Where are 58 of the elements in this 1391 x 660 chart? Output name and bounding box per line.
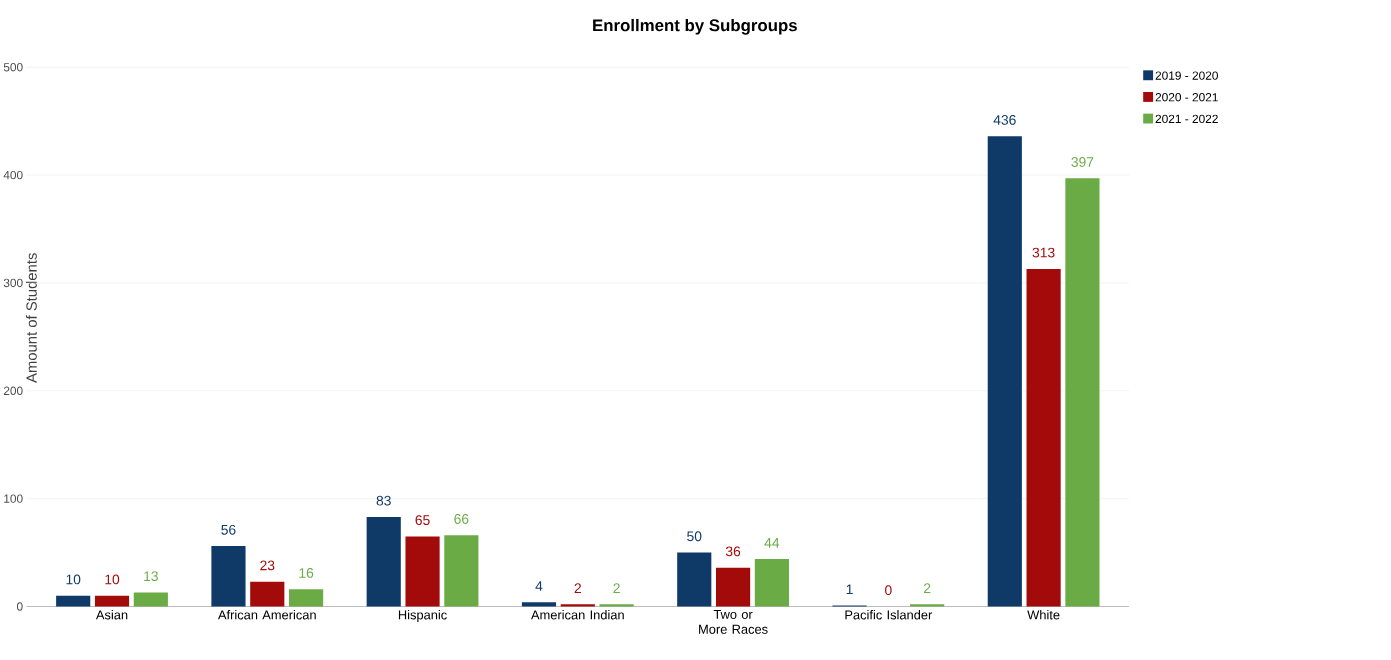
legend-label: 2020 - 2021 [1155,92,1218,102]
data-label: 397 [1071,156,1094,167]
bar [250,581,285,607]
bar [599,604,634,607]
data-label: 65 [415,514,430,525]
data-label: 16 [299,567,314,578]
bar [366,516,401,607]
data-label: 2 [613,583,620,593]
data-label: 13 [144,571,158,581]
bar [289,589,324,607]
data-label: 44 [764,537,780,548]
y-tick-label: 500 [3,62,23,72]
y-tick-label: 300 [3,278,23,287]
x-tick-label: African American [217,609,316,620]
bar [444,535,479,607]
data-label: 23 [260,560,275,571]
data-label: 2 [574,583,581,593]
bar [521,601,557,607]
bar [560,604,595,607]
y-axis-title: Amount of Students [25,252,37,383]
data-label: 1 [846,584,853,594]
bar [987,136,1022,607]
bar [716,567,751,607]
data-label: 2 [924,583,931,593]
bar [1026,268,1061,607]
data-label: 50 [687,531,702,541]
data-label: 56 [221,524,236,535]
x-tick-label: White [1027,609,1060,620]
data-label: 36 [725,546,741,557]
x-tick-label: American Indian [531,609,624,620]
data-label: 66 [454,513,469,524]
x-tick-label: Asian [95,609,128,620]
legend-label: 2019 - 2020 [1155,71,1218,80]
data-label: 4 [535,581,543,591]
bar [754,558,789,607]
bar [56,595,91,607]
legend-label: 2021 - 2022 [1155,114,1218,123]
data-label: 0 [885,585,892,595]
data-label: 83 [376,495,391,506]
data-label: 313 [1032,247,1055,258]
x-tick-label: Hispanic [398,609,447,622]
bar [1065,178,1100,607]
y-tick-label: 200 [3,386,23,395]
data-label: 10 [105,574,120,585]
y-tick-label: 100 [4,494,23,503]
bar [94,595,130,607]
x-tick-label: Two or More Races [699,609,768,634]
bar [910,604,945,607]
x-tick-label: Pacific Islander [845,609,933,620]
bar [677,552,712,607]
data-label: 10 [66,574,81,585]
data-label: 436 [993,114,1016,125]
y-tick-label: 0 [16,602,23,611]
bar [133,592,168,607]
y-tick-label: 400 [3,170,23,180]
bar [405,536,440,607]
chart-title: Enrollment by Subgroups [593,18,797,35]
bar [211,545,246,607]
